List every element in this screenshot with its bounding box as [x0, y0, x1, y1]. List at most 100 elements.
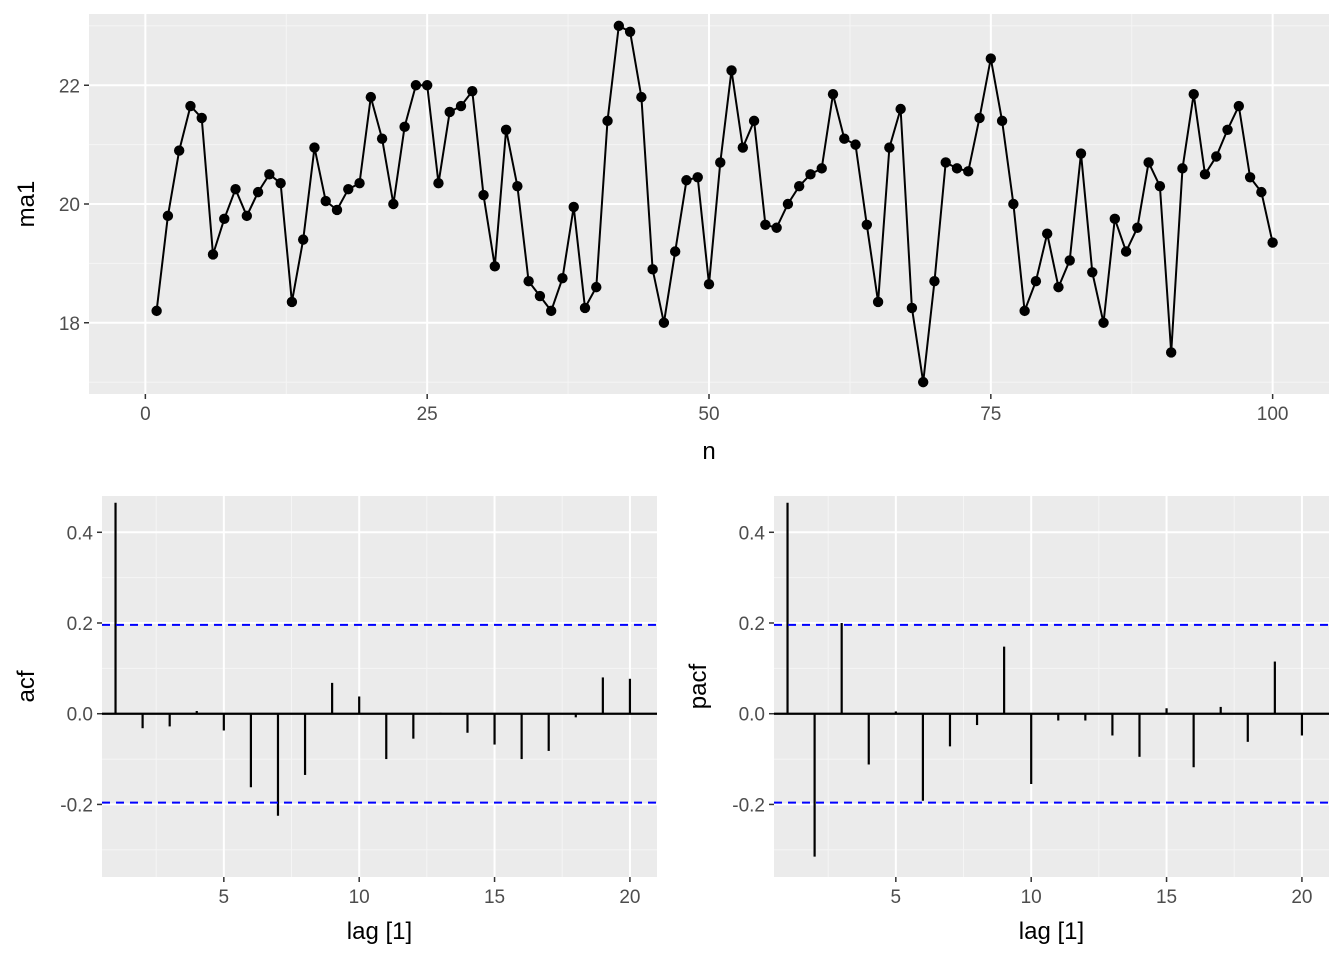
y-axis-title: pacf — [685, 663, 712, 709]
data-point — [1109, 213, 1121, 225]
data-point — [433, 178, 444, 189]
data-point — [1222, 124, 1233, 135]
data-point — [275, 178, 286, 189]
data-point — [850, 139, 861, 150]
data-point — [1030, 275, 1042, 287]
data-point — [579, 302, 591, 314]
data-point — [793, 180, 805, 192]
data-point — [331, 204, 343, 216]
data-point — [636, 91, 647, 103]
data-point — [1019, 305, 1030, 317]
data-point — [669, 246, 681, 257]
data-point — [985, 53, 997, 64]
y-tick-label: 0.4 — [739, 523, 766, 544]
x-axis-title: lag [1] — [347, 918, 412, 945]
data-point — [264, 169, 275, 180]
acf-panel: 5 10 15 20 -0.2 0.0 0.2 0.4 lag [1] acf — [13, 496, 657, 945]
data-point — [523, 275, 534, 287]
data-point — [1041, 228, 1053, 239]
x-tick-label: 10 — [349, 887, 370, 908]
data-point — [399, 121, 410, 133]
data-point — [320, 195, 331, 207]
data-point — [816, 163, 827, 174]
data-point — [1211, 151, 1222, 162]
data-point — [185, 100, 196, 112]
data-point — [895, 103, 906, 115]
y-tick-label: 20 — [59, 195, 80, 216]
data-point — [388, 198, 399, 210]
data-point — [681, 175, 692, 186]
data-point — [421, 80, 433, 91]
data-point — [624, 26, 636, 38]
data-point — [534, 290, 546, 302]
data-point — [974, 112, 985, 124]
data-point — [568, 201, 579, 213]
data-point — [455, 100, 467, 112]
y-tick-label: 0.4 — [67, 523, 94, 544]
data-point — [410, 80, 422, 91]
data-point — [196, 112, 207, 124]
data-point — [500, 124, 512, 135]
data-point — [805, 169, 816, 180]
data-point — [376, 133, 388, 144]
data-point — [940, 157, 951, 168]
data-point — [173, 145, 185, 156]
y-tick-label: 22 — [59, 76, 80, 97]
data-point — [1256, 186, 1267, 198]
x-tick-label: 10 — [1021, 887, 1042, 908]
x-tick-label: 20 — [619, 887, 640, 908]
data-point — [951, 163, 963, 174]
data-point — [996, 115, 1008, 127]
data-point — [1267, 237, 1278, 248]
data-point — [444, 106, 455, 118]
data-point — [1098, 317, 1109, 328]
x-tick-label: 100 — [1257, 404, 1289, 425]
data-point — [1154, 180, 1166, 192]
x-tick-label: 20 — [1291, 887, 1312, 908]
data-point — [658, 317, 670, 328]
data-point — [219, 213, 230, 225]
x-tick-label: 0 — [140, 404, 151, 425]
data-point — [602, 115, 613, 127]
x-axis-title: lag [1] — [1019, 918, 1084, 945]
data-point — [309, 142, 320, 153]
y-axis-title: ma1 — [13, 181, 40, 228]
data-point — [207, 249, 219, 260]
x-tick-label: 15 — [1156, 887, 1177, 908]
y-tick-label: 0.0 — [67, 705, 93, 726]
data-point — [884, 142, 895, 153]
data-point — [1244, 172, 1256, 183]
x-tick-label: 75 — [980, 404, 1001, 425]
data-point — [297, 234, 309, 245]
data-point — [343, 183, 354, 195]
data-point — [748, 115, 760, 127]
data-point — [963, 166, 974, 177]
data-point — [489, 261, 501, 272]
data-point — [162, 210, 174, 222]
data-point — [354, 178, 365, 189]
data-point — [917, 376, 929, 388]
data-point — [1177, 163, 1188, 174]
data-point — [1188, 88, 1199, 100]
data-point — [929, 275, 940, 287]
data-point — [241, 210, 253, 222]
time-series-panel: 0 25 50 75 100 18 20 22 n ma1 — [13, 14, 1329, 465]
y-tick-label: 18 — [59, 314, 80, 335]
pacf-panel: 5 10 15 20 -0.2 0.0 0.2 0.4 lag [1] pacf — [685, 496, 1329, 945]
data-point — [557, 273, 568, 284]
x-tick-label: 25 — [417, 404, 438, 425]
data-point — [512, 180, 523, 192]
y-tick-label: 0.0 — [739, 705, 765, 726]
plot-panel-background — [774, 496, 1329, 877]
x-tick-label: 5 — [219, 887, 230, 908]
data-point — [1075, 148, 1087, 159]
data-point — [760, 219, 771, 230]
y-tick-label: 0.2 — [67, 614, 93, 635]
data-point — [737, 142, 749, 153]
data-point — [1132, 222, 1143, 233]
plot-panel-background — [102, 496, 657, 877]
data-point — [692, 172, 703, 183]
data-point — [467, 85, 478, 97]
data-point — [1233, 100, 1245, 112]
data-point — [1053, 281, 1064, 293]
